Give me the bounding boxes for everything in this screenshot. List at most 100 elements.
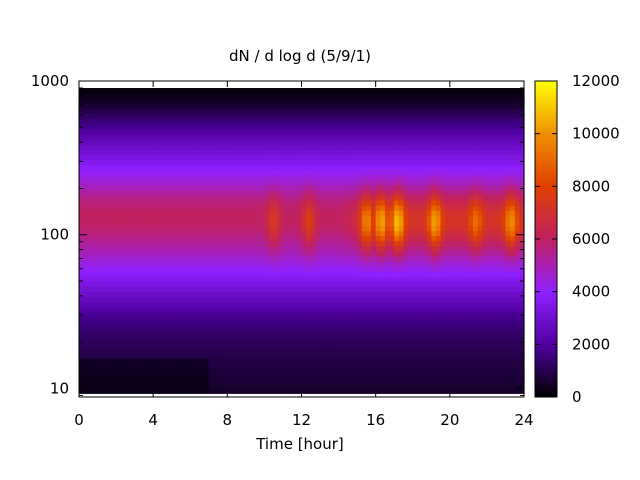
- heatmap-cell: [79, 378, 85, 384]
- heatmap-cell: [315, 383, 321, 389]
- heatmap-cell: [259, 123, 266, 130]
- heatmap-cell: [375, 250, 381, 257]
- heatmap-cell: [264, 194, 270, 201]
- heatmap-cell: [422, 245, 428, 252]
- heatmap-cell: [259, 194, 266, 201]
- heatmap-cell: [394, 245, 400, 252]
- heatmap-cell: [255, 199, 261, 206]
- heatmap-cell: [264, 149, 270, 155]
- heatmap-cell: [245, 240, 252, 247]
- heatmap-cell: [143, 164, 150, 171]
- heatmap-cell: [389, 199, 395, 206]
- heatmap-cell: [97, 118, 103, 125]
- heatmap-cell: [278, 261, 284, 267]
- heatmap-cell: [245, 250, 252, 257]
- heatmap-cell: [347, 205, 354, 211]
- heatmap-cell: [310, 316, 317, 323]
- heatmap-cell: [380, 159, 386, 165]
- heatmap-cell: [296, 301, 303, 308]
- heatmap-cell: [241, 306, 247, 313]
- heatmap-cell: [296, 337, 303, 344]
- heatmap-cell: [398, 372, 405, 379]
- heatmap-cell: [204, 311, 210, 318]
- heatmap-cell: [329, 372, 335, 379]
- heatmap-cell: [167, 342, 173, 349]
- heatmap-cell: [194, 230, 201, 237]
- heatmap-cell: [435, 235, 442, 242]
- heatmap-cell: [167, 367, 173, 374]
- heatmap-cell: [440, 327, 446, 333]
- heatmap-cell: [120, 357, 126, 364]
- heatmap-cell: [357, 352, 363, 359]
- heatmap-cell: [88, 159, 94, 165]
- heatmap-cell: [79, 281, 85, 288]
- heatmap-cell: [139, 225, 145, 232]
- heatmap-cell: [213, 372, 219, 379]
- heatmap-cell: [153, 194, 159, 201]
- heatmap-cell: [167, 144, 173, 150]
- heatmap-cell: [338, 118, 344, 125]
- heatmap-cell: [245, 98, 252, 104]
- heatmap-cell: [403, 215, 409, 221]
- heatmap-cell: [287, 169, 293, 176]
- heatmap-cell: [384, 215, 391, 221]
- heatmap-cell: [241, 322, 247, 328]
- heatmap-cell: [116, 88, 122, 94]
- heatmap-cell: [403, 367, 409, 374]
- heatmap-cell: [125, 372, 131, 379]
- heatmap-cell: [338, 255, 344, 262]
- heatmap-cell: [315, 281, 321, 288]
- heatmap-cell: [241, 108, 247, 115]
- heatmap-cell: [338, 296, 344, 303]
- heatmap-cell: [171, 337, 177, 344]
- heatmap-cell: [194, 372, 201, 379]
- heatmap-cell: [236, 103, 242, 109]
- heatmap-cell: [264, 281, 270, 288]
- heatmap-cell: [250, 164, 256, 171]
- heatmap-cell: [426, 327, 432, 333]
- heatmap-cell: [176, 306, 182, 313]
- heatmap-cell: [102, 296, 108, 303]
- heatmap-cell: [287, 108, 293, 115]
- heatmap-cell: [278, 179, 284, 186]
- heatmap-cell: [371, 98, 377, 104]
- heatmap-cell: [408, 205, 414, 211]
- heatmap-cell: [333, 261, 340, 267]
- heatmap-cell: [389, 169, 395, 176]
- heatmap-cell: [106, 118, 113, 125]
- heatmap-cell: [440, 108, 446, 115]
- heatmap-cell: [366, 311, 372, 318]
- heatmap-cell: [357, 103, 363, 109]
- heatmap-cell: [180, 352, 187, 359]
- heatmap-cell: [278, 291, 284, 298]
- heatmap-cell: [422, 210, 428, 216]
- heatmap-cell: [129, 154, 136, 160]
- heatmap-cell: [329, 215, 335, 221]
- heatmap-cell: [255, 179, 261, 186]
- heatmap-cell: [371, 322, 377, 328]
- heatmap-cell: [231, 291, 238, 298]
- heatmap-cell: [352, 367, 358, 374]
- heatmap-cell: [190, 215, 196, 221]
- heatmap-cell: [97, 266, 103, 272]
- heatmap-cell: [190, 388, 196, 394]
- heatmap-cell: [222, 210, 228, 216]
- heatmap-cell: [245, 337, 252, 344]
- heatmap-cell: [366, 301, 372, 308]
- heatmap-cell: [310, 199, 317, 206]
- heatmap-cell: [102, 144, 108, 150]
- heatmap-cell: [361, 261, 367, 267]
- heatmap-cell: [129, 250, 136, 257]
- heatmap-cell: [120, 271, 126, 277]
- heatmap-cell: [194, 266, 201, 272]
- heatmap-cell: [361, 311, 367, 318]
- heatmap-cell: [102, 383, 108, 389]
- heatmap-cell: [88, 296, 94, 303]
- heatmap-cell: [398, 255, 405, 262]
- heatmap-cell: [333, 194, 340, 201]
- heatmap-cell: [435, 362, 442, 369]
- heatmap-cell: [213, 154, 219, 160]
- heatmap-cell: [92, 347, 99, 354]
- heatmap-cell: [245, 347, 252, 354]
- heatmap-cell: [236, 332, 242, 338]
